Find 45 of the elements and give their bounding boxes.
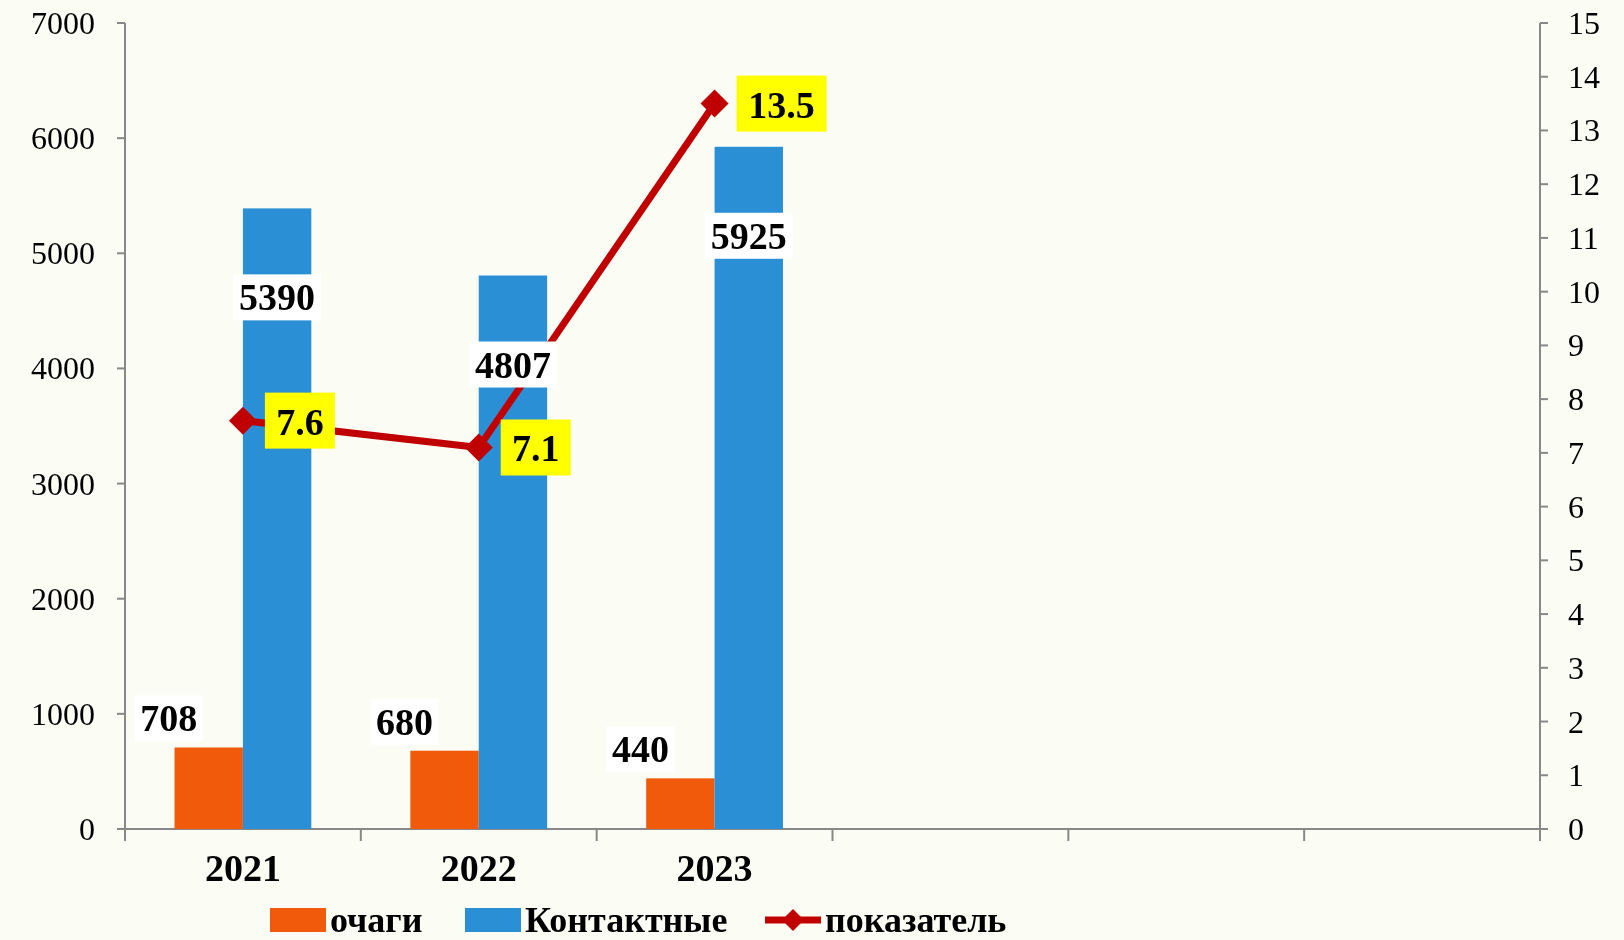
y2-tick-label: 12 [1568,166,1600,203]
y-tick-label: 0 [79,811,95,847]
y-tick-label: 1000 [31,695,95,732]
y2-tick-label: 5 [1568,542,1584,579]
data-label: 5925 [710,214,787,257]
x-tick-label: 2023 [676,847,753,889]
legend-label: Контактные [525,900,728,940]
y-tick-label: 2000 [31,580,95,617]
y2-tick-label: 7 [1568,434,1584,471]
y2-tick-label: 11 [1568,219,1599,256]
y-tick-label: 5000 [31,235,95,272]
bar [646,778,715,829]
data-label: 4807 [474,343,551,386]
y2-tick-label: 10 [1568,273,1600,310]
y2-tick-label: 2 [1568,703,1584,740]
y2-tick-label: 4 [1568,596,1584,633]
data-label: 5390 [239,276,316,319]
bar [410,750,479,829]
data-label: 7.6 [276,400,324,443]
x-tick-label: 2021 [204,847,281,889]
data-label: 708 [140,697,198,740]
y2-tick-label: 3 [1568,649,1584,686]
data-label: 7.1 [512,427,560,470]
y-tick-label: 7000 [31,5,95,41]
y-tick-label: 6000 [31,120,95,157]
point [228,406,257,435]
data-label: 680 [376,700,434,743]
legend-label: показатель [825,900,1007,940]
point [464,433,493,462]
data-label: 440 [611,728,669,771]
y-tick-label: 3000 [31,465,95,502]
y-tick-label: 4000 [31,350,95,387]
legend-label: очаги [330,900,423,940]
y2-tick-label: 1 [1568,757,1584,794]
data-label: 13.5 [748,83,815,126]
y2-tick-label: 13 [1568,112,1600,149]
y2-tick-label: 6 [1568,488,1584,525]
x-tick-label: 2022 [440,847,517,889]
y2-tick-label: 0 [1568,811,1584,847]
point [700,89,729,118]
y2-tick-label: 8 [1568,381,1584,418]
y2-tick-label: 9 [1568,327,1584,364]
bar [174,747,243,829]
y2-tick-label: 14 [1568,58,1600,95]
y2-tick-label: 15 [1568,5,1600,41]
